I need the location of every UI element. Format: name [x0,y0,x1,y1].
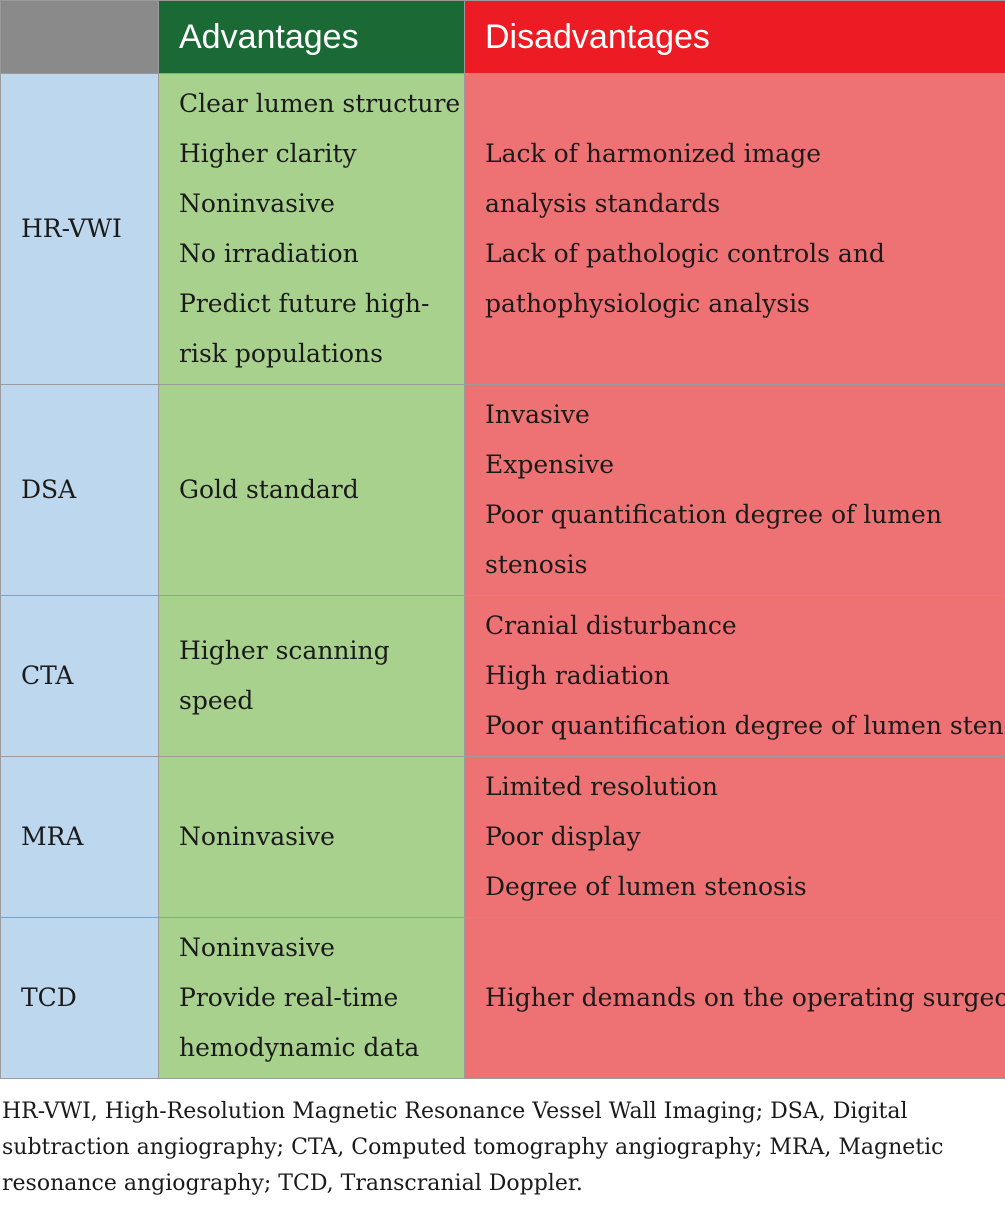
advantage-item: Gold standard [179,475,359,504]
disadvantage-item: Expensive [485,450,614,479]
table-row: MRA Noninvasive Limited resolution Poor dis… [0,756,1005,918]
footnote-line: subtraction angiography; CTA, Computed t… [2,1135,944,1160]
modality-name-cell: HR-VWI [0,73,159,385]
footnote-line: HR-VWI, High-Resolution Magnetic Resonan… [2,1099,908,1124]
disadvantages-cell: Invasive Expensive Poor quantification deg… [464,384,1005,596]
advantages-cell: Noninvasive [158,756,465,918]
modality-name: DSA [21,475,77,504]
disadvantage-item: Degree of lumen stenosis [485,872,807,901]
modality-name: HR-VWI [21,214,122,243]
disadvantages-cell: Lack of harmonized image analysis standar… [464,73,1005,385]
header-blank-cell [0,0,159,74]
disadvantage-item: Poor quantification degree of lumen [485,500,942,529]
table-row: CTA Higher scanning speed Cranial disturban… [0,595,1005,757]
disadvantage-item: stenosis [485,550,588,579]
header-disadvantages: Disadvantages [464,0,1005,74]
footnote-line: resonance angiography; TCD, Transcranial… [2,1171,583,1196]
advantages-cell: Gold standard [158,384,465,596]
advantages-cell: Clear lumen structure Higher clarity Nonin… [158,73,465,385]
disadvantages-cell: Higher demands on the operating surgeon [464,917,1005,1079]
advantages-cell: Higher scanning speed [158,595,465,757]
modality-name: CTA [21,661,74,690]
advantage-item: speed [179,686,254,715]
table-row: TCD Noninvasive Provide real-time hemodynam… [0,917,1005,1079]
advantage-item: Higher clarity [179,139,357,168]
disadvantage-item: Poor display [485,822,641,851]
disadvantage-item: Lack of harmonized image [485,139,821,168]
disadvantage-item: Lack of pathologic controls and [485,239,885,268]
comparison-table: Advantages Disadvantages HR-VWI Clear lum… [0,0,1005,1079]
disadvantage-item: analysis standards [485,189,721,218]
disadvantage-item: Higher demands on the operating surgeon [485,983,1005,1012]
advantage-item: Noninvasive [179,822,335,851]
header-advantages: Advantages [158,0,465,74]
disadvantages-cell: Limited resolution Poor display Degree of … [464,756,1005,918]
disadvantage-item: Invasive [485,400,590,429]
disadvantage-item: High radiation [485,661,670,690]
table-row: HR-VWI Clear lumen structure Higher clarit… [0,73,1005,385]
advantage-item: Provide real-time [179,983,399,1012]
advantage-item: Clear lumen structure [179,89,461,118]
disadvantages-cell: Cranial disturbance High radiation Poor qu… [464,595,1005,757]
modality-name-cell: MRA [0,756,159,918]
advantage-item: risk populations [179,339,383,368]
disadvantage-item: Limited resolution [485,772,719,801]
table-row: DSA Gold standard Invasive Expensive Poor qu… [0,384,1005,596]
modality-name-cell: CTA [0,595,159,757]
advantage-item: Higher scanning [179,636,390,665]
modality-name: TCD [21,983,77,1012]
advantages-cell: Noninvasive Provide real-time hemodynamic … [158,917,465,1079]
header-row: Advantages Disadvantages [0,0,1005,74]
disadvantage-item: Poor quantification degree of lumen sten… [485,711,1005,740]
modality-name-cell: TCD [0,917,159,1079]
modality-name: MRA [21,822,84,851]
advantage-item: Noninvasive [179,189,335,218]
advantage-item: Predict future high- [179,289,430,318]
modality-name-cell: DSA [0,384,159,596]
advantage-item: Noninvasive [179,933,335,962]
advantage-item: No irradiation [179,239,359,268]
table-footnote: HR-VWI, High-Resolution Magnetic Resonan… [2,1094,992,1202]
disadvantage-item: Cranial disturbance [485,611,737,640]
disadvantage-item: pathophysiologic analysis [485,289,810,318]
advantage-item: hemodynamic data [179,1033,420,1062]
